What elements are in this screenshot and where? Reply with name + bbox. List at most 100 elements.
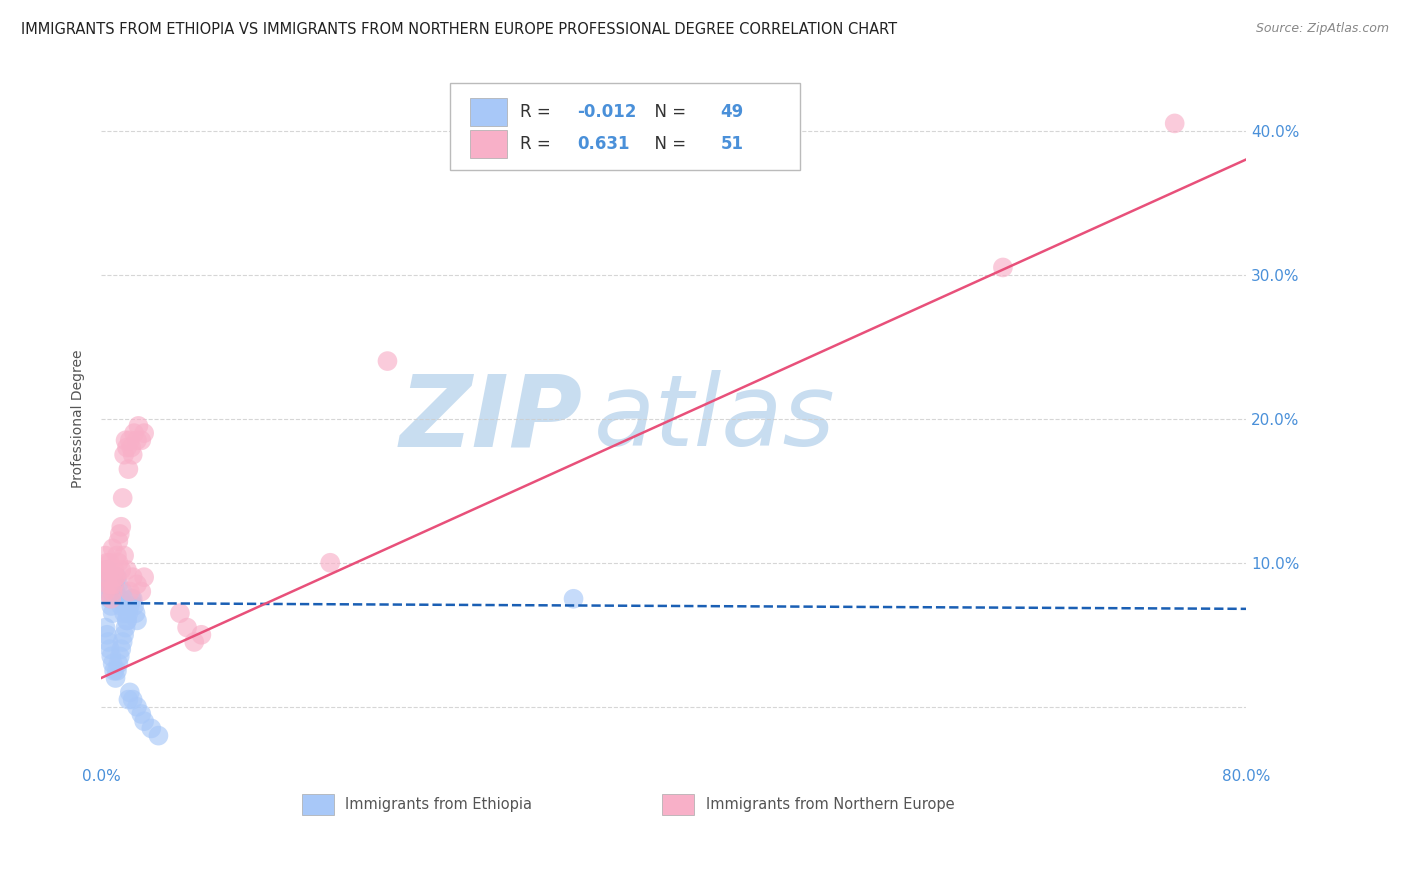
Point <box>94 549 117 563</box>
Point <box>93 577 115 591</box>
Point <box>100 599 122 613</box>
Point <box>112 606 135 620</box>
Point <box>120 591 142 606</box>
Point <box>562 591 585 606</box>
Point <box>134 426 156 441</box>
Point <box>134 570 156 584</box>
Point <box>94 584 117 599</box>
Point <box>115 441 138 455</box>
Point <box>129 706 152 721</box>
Point <box>112 448 135 462</box>
Point <box>117 692 139 706</box>
Bar <box>470 130 506 158</box>
Point <box>98 642 121 657</box>
Point <box>190 628 212 642</box>
Point <box>100 649 122 664</box>
Point <box>108 527 131 541</box>
Point <box>125 699 148 714</box>
Point <box>129 434 152 448</box>
Point <box>125 577 148 591</box>
Text: 0.631: 0.631 <box>578 135 630 153</box>
Point <box>111 635 134 649</box>
Point <box>105 549 128 563</box>
Point <box>96 563 118 577</box>
Point <box>108 591 131 606</box>
Point <box>103 577 125 591</box>
Point <box>129 584 152 599</box>
Point <box>111 584 134 599</box>
Point <box>121 692 143 706</box>
Point <box>141 722 163 736</box>
Text: Source: ZipAtlas.com: Source: ZipAtlas.com <box>1256 22 1389 36</box>
Point <box>117 606 139 620</box>
Point <box>176 621 198 635</box>
Point <box>96 556 118 570</box>
Point <box>101 584 124 599</box>
Text: N =: N = <box>644 135 692 153</box>
Point <box>93 563 115 577</box>
Text: R =: R = <box>520 135 561 153</box>
Point <box>148 729 170 743</box>
Point <box>125 613 148 627</box>
Text: -0.012: -0.012 <box>578 103 637 121</box>
Text: 51: 51 <box>721 135 744 153</box>
Point <box>103 577 125 591</box>
Point <box>118 434 141 448</box>
Point <box>319 556 342 570</box>
Point <box>134 714 156 729</box>
Y-axis label: Professional Degree: Professional Degree <box>72 350 86 488</box>
Point <box>97 635 120 649</box>
Text: atlas: atlas <box>593 370 835 467</box>
Point <box>108 649 131 664</box>
Bar <box>470 98 506 126</box>
Point <box>101 657 124 671</box>
Point <box>169 606 191 620</box>
Text: N =: N = <box>644 103 692 121</box>
Point <box>97 563 120 577</box>
Point <box>112 549 135 563</box>
Point <box>94 570 117 584</box>
Point <box>103 563 125 577</box>
Point <box>114 621 136 635</box>
Text: R =: R = <box>520 103 557 121</box>
Point <box>125 434 148 448</box>
Bar <box>662 794 695 815</box>
Point <box>100 577 122 591</box>
Point <box>377 354 399 368</box>
Point <box>105 570 128 584</box>
Text: 49: 49 <box>721 103 744 121</box>
Text: Immigrants from Ethiopia: Immigrants from Ethiopia <box>344 797 531 812</box>
Point <box>110 563 132 577</box>
Point <box>118 685 141 699</box>
Point <box>991 260 1014 275</box>
Point <box>101 541 124 556</box>
Point <box>104 671 127 685</box>
Point <box>122 426 145 441</box>
Point <box>121 570 143 584</box>
Point <box>124 606 146 620</box>
Point <box>114 434 136 448</box>
Point <box>97 584 120 599</box>
Point <box>97 577 120 591</box>
Point <box>107 556 129 570</box>
Bar <box>302 794 333 815</box>
Point <box>104 570 127 584</box>
Point <box>118 584 141 599</box>
Point <box>98 591 121 606</box>
Point <box>103 664 125 678</box>
Point <box>115 563 138 577</box>
Point <box>100 591 122 606</box>
Point <box>104 570 127 584</box>
Text: IMMIGRANTS FROM ETHIOPIA VS IMMIGRANTS FROM NORTHERN EUROPE PROFESSIONAL DEGREE : IMMIGRANTS FROM ETHIOPIA VS IMMIGRANTS F… <box>21 22 897 37</box>
Point <box>98 563 121 577</box>
Point <box>1163 116 1185 130</box>
Point <box>122 599 145 613</box>
Point <box>105 664 128 678</box>
Point <box>110 642 132 657</box>
Point <box>101 606 124 620</box>
Point <box>107 577 129 591</box>
FancyBboxPatch shape <box>450 83 800 169</box>
Point <box>111 491 134 505</box>
Point <box>110 520 132 534</box>
Point <box>107 534 129 549</box>
